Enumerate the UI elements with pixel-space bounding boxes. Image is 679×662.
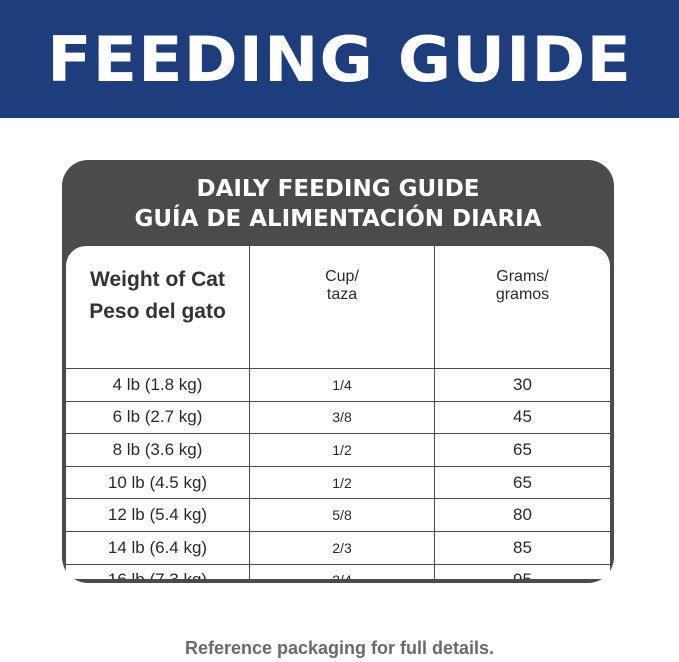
cell-grams: 85 xyxy=(434,530,610,565)
cell-grams: 65 xyxy=(434,433,610,467)
cell-cup: 1/4 xyxy=(249,368,435,402)
table-row: 14 lb (6.4 kg) 2/3 85 xyxy=(66,530,610,565)
cell-cup: 1/2 xyxy=(249,465,435,500)
cell-grams: 95 xyxy=(434,563,610,579)
cell-cup: 3/4 xyxy=(249,563,435,579)
header-weight: Weight of Cat Peso del gato xyxy=(66,246,250,369)
header-grams: Grams/gramos xyxy=(434,246,610,369)
table-panel: Weight of Cat Peso del gato Cup/taza Gram… xyxy=(66,246,610,579)
cell-grams: 30 xyxy=(434,368,610,402)
cell-grams: 45 xyxy=(434,400,610,435)
table-row: 10 lb (4.5 kg) 1/2 65 xyxy=(66,465,610,500)
title-english: DAILY FEEDING GUIDE xyxy=(196,176,480,202)
cell-grams: 80 xyxy=(434,498,610,532)
cell-weight: 4 lb (1.8 kg) xyxy=(66,368,250,402)
table-row: 6 lb (2.7 kg) 3/8 45 xyxy=(66,400,610,435)
page-title: FEEDING GUIDE xyxy=(47,22,632,96)
cell-cup: 1/2 xyxy=(249,433,435,467)
header-cup: Cup/taza xyxy=(249,246,435,369)
cell-weight: 12 lb (5.4 kg) xyxy=(66,498,250,532)
footer-note: Reference packaging for full details. xyxy=(184,638,495,658)
cell-cup: 5/8 xyxy=(249,498,435,532)
cell-cup: 3/8 xyxy=(249,400,435,435)
cell-grams: 65 xyxy=(434,465,610,500)
table-row: 12 lb (5.4 kg) 5/8 80 xyxy=(66,498,610,532)
title-spanish: GUÍA DE ALIMENTACIÓN DIARIA xyxy=(134,206,542,232)
cell-weight: 8 lb (3.6 kg) xyxy=(66,433,250,467)
cell-weight: 14 lb (6.4 kg) xyxy=(66,530,250,565)
cell-weight: 6 lb (2.7 kg) xyxy=(66,400,250,435)
table-row: 4 lb (1.8 kg) 1/4 30 xyxy=(66,368,610,402)
cell-cup: 2/3 xyxy=(249,530,435,565)
table-title: DAILY FEEDING GUIDE GUÍA DE ALIMENTACIÓN… xyxy=(62,174,614,234)
feeding-guide-table-box: DAILY FEEDING GUIDE GUÍA DE ALIMENTACIÓN… xyxy=(62,160,614,583)
cell-weight: 10 lb (4.5 kg) xyxy=(66,465,250,500)
header-banner: FEEDING GUIDE xyxy=(0,0,679,118)
table-row: 16 lb (7.3 kg)3/495 xyxy=(66,563,610,579)
feeding-table: Weight of Cat Peso del gato Cup/taza Gram… xyxy=(66,246,610,579)
cell-weight: 16 lb (7.3 kg) xyxy=(66,563,250,579)
table-row: 8 lb (3.6 kg) 1/2 65 xyxy=(66,433,610,467)
